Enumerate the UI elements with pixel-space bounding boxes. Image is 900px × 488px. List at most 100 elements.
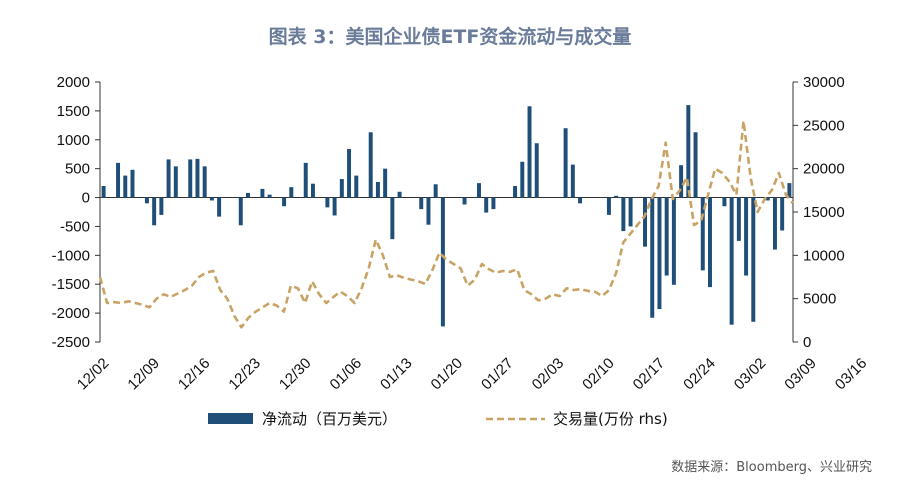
bar bbox=[390, 197, 395, 240]
bar bbox=[123, 175, 128, 198]
bar bbox=[707, 197, 712, 288]
bar bbox=[722, 197, 727, 207]
bar bbox=[332, 197, 337, 216]
bar bbox=[729, 197, 734, 325]
bar bbox=[484, 197, 489, 213]
bar bbox=[159, 197, 164, 215]
bar bbox=[238, 197, 243, 226]
x-axis-tick-label: 12/30 bbox=[276, 355, 315, 394]
bar bbox=[606, 197, 611, 215]
bar bbox=[347, 149, 352, 198]
left-axis-tick-label: 0 bbox=[82, 190, 90, 207]
bar bbox=[671, 197, 676, 285]
bar bbox=[700, 197, 705, 271]
x-axis-tick-label: 12/16 bbox=[175, 355, 214, 394]
bar bbox=[188, 159, 193, 198]
legend-swatch-bar bbox=[208, 413, 253, 424]
left-axis-tick-label: -2500 bbox=[52, 334, 90, 351]
bar bbox=[686, 105, 691, 198]
bar bbox=[657, 197, 662, 310]
bar bbox=[152, 197, 157, 226]
bar bbox=[693, 132, 698, 198]
bar bbox=[765, 197, 770, 201]
bar bbox=[621, 197, 626, 232]
bar bbox=[101, 186, 106, 198]
bar bbox=[195, 158, 200, 198]
left-axis-tick-label: 1000 bbox=[57, 132, 90, 149]
bar bbox=[325, 197, 330, 208]
left-axis-tick-label: -1500 bbox=[52, 276, 90, 293]
bar bbox=[368, 132, 373, 198]
right-axis-tick-label: 25000 bbox=[803, 117, 845, 134]
bar bbox=[736, 197, 741, 241]
bar bbox=[173, 166, 178, 198]
bar bbox=[650, 197, 655, 318]
bar bbox=[780, 197, 785, 231]
right-axis-tick-label: 10000 bbox=[803, 247, 845, 264]
chart-legend: 净流动（百万美元） 交易量(万份 rhs) bbox=[208, 410, 668, 428]
bar bbox=[628, 197, 633, 227]
left-axis-tick-label: -500 bbox=[60, 218, 90, 235]
bar bbox=[433, 184, 438, 198]
bar bbox=[527, 106, 532, 198]
bar bbox=[209, 197, 214, 201]
x-axis-tick-label: 12/23 bbox=[225, 355, 264, 394]
right-axis-tick-label: 5000 bbox=[803, 291, 836, 308]
bar bbox=[202, 166, 207, 198]
left-axis-tick-label: -2000 bbox=[52, 305, 90, 322]
legend-label-line: 交易量(万份 rhs) bbox=[553, 410, 668, 428]
x-axis-tick-label: 03/09 bbox=[781, 355, 820, 394]
bar bbox=[491, 197, 496, 210]
bar bbox=[354, 175, 359, 198]
bar bbox=[303, 162, 308, 198]
x-axis-tick-label: 02/10 bbox=[579, 355, 618, 394]
chart-title: 图表 3：美国企业债ETF资金流动与成交量 bbox=[268, 26, 632, 48]
bar bbox=[520, 161, 525, 198]
bar bbox=[130, 169, 135, 198]
line-series bbox=[98, 119, 795, 329]
volume-line bbox=[98, 119, 795, 329]
bar bbox=[614, 195, 619, 198]
bar bbox=[751, 197, 756, 322]
x-axis-tick-label: 02/17 bbox=[630, 355, 669, 394]
bar bbox=[267, 194, 272, 198]
bar bbox=[679, 165, 684, 198]
bar bbox=[462, 197, 467, 205]
x-axis-tick-label: 02/24 bbox=[680, 355, 719, 394]
bar bbox=[310, 183, 315, 198]
bar bbox=[578, 197, 583, 204]
bar bbox=[245, 192, 250, 198]
bar bbox=[289, 187, 294, 198]
left-axis-tick-label: 1500 bbox=[57, 103, 90, 120]
bar bbox=[664, 197, 669, 276]
x-axis-tick-label: 12/09 bbox=[124, 355, 163, 394]
x-axis-tick-label: 01/06 bbox=[327, 355, 366, 394]
left-axis-tick-label: -1000 bbox=[52, 247, 90, 264]
bar bbox=[397, 191, 402, 198]
bar bbox=[772, 197, 777, 250]
bar bbox=[375, 181, 380, 198]
bar bbox=[419, 197, 424, 210]
bar-series bbox=[101, 105, 792, 327]
bar bbox=[744, 197, 749, 276]
bar bbox=[513, 186, 518, 198]
x-axis-tick-label: 03/16 bbox=[832, 355, 871, 394]
bar bbox=[787, 183, 792, 198]
bar bbox=[563, 128, 568, 198]
left-axis-tick-label: 2000 bbox=[57, 74, 90, 91]
right-axis-tick-label: 20000 bbox=[803, 161, 845, 178]
bar bbox=[534, 143, 539, 198]
bar bbox=[440, 197, 445, 327]
right-axis-tick-label: 15000 bbox=[803, 204, 845, 221]
bar bbox=[282, 197, 287, 207]
bar bbox=[643, 197, 648, 247]
x-axis-tick-label: 01/20 bbox=[428, 355, 467, 394]
bar bbox=[260, 188, 265, 198]
bar bbox=[116, 162, 121, 198]
right-axis-tick-label: 30000 bbox=[803, 74, 845, 91]
bar bbox=[570, 164, 575, 198]
bar bbox=[339, 179, 344, 198]
x-axis-tick-label: 12/02 bbox=[74, 355, 113, 394]
left-axis-tick-label: 500 bbox=[65, 161, 90, 178]
bar bbox=[426, 197, 431, 225]
